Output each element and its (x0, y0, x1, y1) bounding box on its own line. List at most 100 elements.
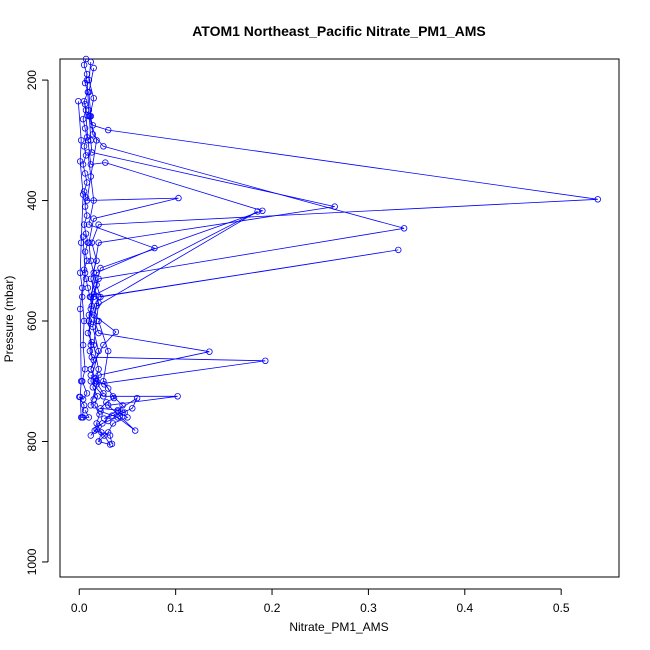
data-point (262, 357, 269, 364)
data-point (121, 409, 128, 416)
x-axis: 0.0 0.1 0.2 0.3 0.4 0.5 (71, 588, 570, 615)
data-point (85, 239, 93, 246)
x-tick-label: 0.2 (264, 601, 281, 615)
data-point (93, 137, 100, 144)
data-point (83, 212, 91, 219)
y-tick-label: 200 (25, 70, 39, 90)
data-point (97, 293, 104, 301)
data-point (175, 194, 182, 202)
data-point (80, 317, 88, 325)
series-line (77, 101, 84, 418)
data-point (95, 347, 102, 355)
data-point (133, 394, 141, 402)
data-point (81, 100, 89, 108)
data-point (95, 317, 102, 325)
data-point (76, 269, 84, 276)
data-point (84, 149, 92, 156)
data-point (131, 427, 139, 434)
data-point (87, 58, 94, 66)
data-point (104, 347, 112, 355)
data-point (87, 161, 94, 168)
data-point (108, 412, 116, 419)
series-line (84, 104, 266, 406)
x-axis-label: Nitrate_PM1_AMS (289, 620, 388, 634)
data-point (90, 311, 97, 319)
y-tick-label: 1000 (25, 548, 39, 575)
series-line (87, 152, 258, 431)
data-point (395, 246, 402, 254)
x-tick-label: 0.1 (167, 601, 184, 615)
series-layer (75, 55, 601, 448)
data-point (90, 215, 97, 222)
data-point (151, 244, 158, 252)
data-point (82, 55, 90, 63)
data-point (259, 207, 266, 214)
data-point (594, 196, 601, 203)
series-line (86, 80, 335, 400)
data-point (87, 402, 94, 409)
data-point (110, 394, 118, 402)
series-line (88, 67, 405, 346)
data-point (206, 348, 213, 355)
data-point (83, 390, 91, 397)
data-point (83, 197, 91, 204)
x-tick-label: 0.4 (456, 601, 473, 615)
data-point (81, 125, 89, 132)
data-point (85, 112, 93, 120)
x-tick-label: 0.5 (553, 601, 570, 615)
chart-title: ATOM1 Northeast_Pacific Nitrate_PM1_AMS (192, 23, 486, 39)
y-tick-label: 800 (25, 431, 39, 451)
data-point (89, 131, 96, 138)
data-point (84, 137, 92, 144)
data-point (81, 366, 89, 373)
series-line (78, 236, 90, 418)
data-point (90, 64, 97, 72)
data-point (100, 393, 107, 400)
data-point (87, 293, 94, 301)
data-point (81, 407, 89, 414)
series-4 (83, 76, 338, 403)
series-6 (83, 112, 402, 373)
data-point (95, 329, 102, 337)
data-point (80, 188, 88, 195)
y-tick-label: 600 (25, 311, 39, 331)
series-7 (84, 149, 261, 434)
data-point (95, 293, 102, 301)
data-point (75, 97, 82, 105)
data-point (96, 411, 103, 418)
data-point (97, 405, 104, 412)
data-point (87, 432, 94, 439)
data-point (76, 158, 84, 165)
data-point (81, 170, 89, 177)
data-point (79, 191, 87, 198)
data-point (90, 197, 97, 204)
data-point (76, 305, 84, 313)
data-point (91, 427, 98, 434)
plot-frame (59, 58, 620, 578)
data-point (93, 302, 100, 310)
data-point (85, 317, 93, 325)
data-point (400, 225, 408, 232)
data-point (86, 347, 94, 355)
data-point (85, 106, 93, 114)
data-point (116, 413, 123, 420)
data-point (80, 402, 88, 409)
data-point (85, 221, 93, 228)
data-point (95, 423, 102, 430)
data-point (129, 405, 136, 412)
data-point (91, 402, 98, 409)
data-point (103, 399, 110, 406)
data-point (90, 396, 97, 403)
data-point (95, 372, 102, 379)
series-line (88, 61, 598, 394)
data-point (87, 372, 94, 379)
data-point (76, 393, 84, 401)
series-5 (81, 100, 269, 409)
data-point (106, 432, 114, 439)
series-10 (87, 372, 141, 448)
data-point (124, 414, 131, 421)
data-point (88, 354, 95, 361)
data-point (82, 275, 90, 282)
data-point (87, 257, 94, 264)
